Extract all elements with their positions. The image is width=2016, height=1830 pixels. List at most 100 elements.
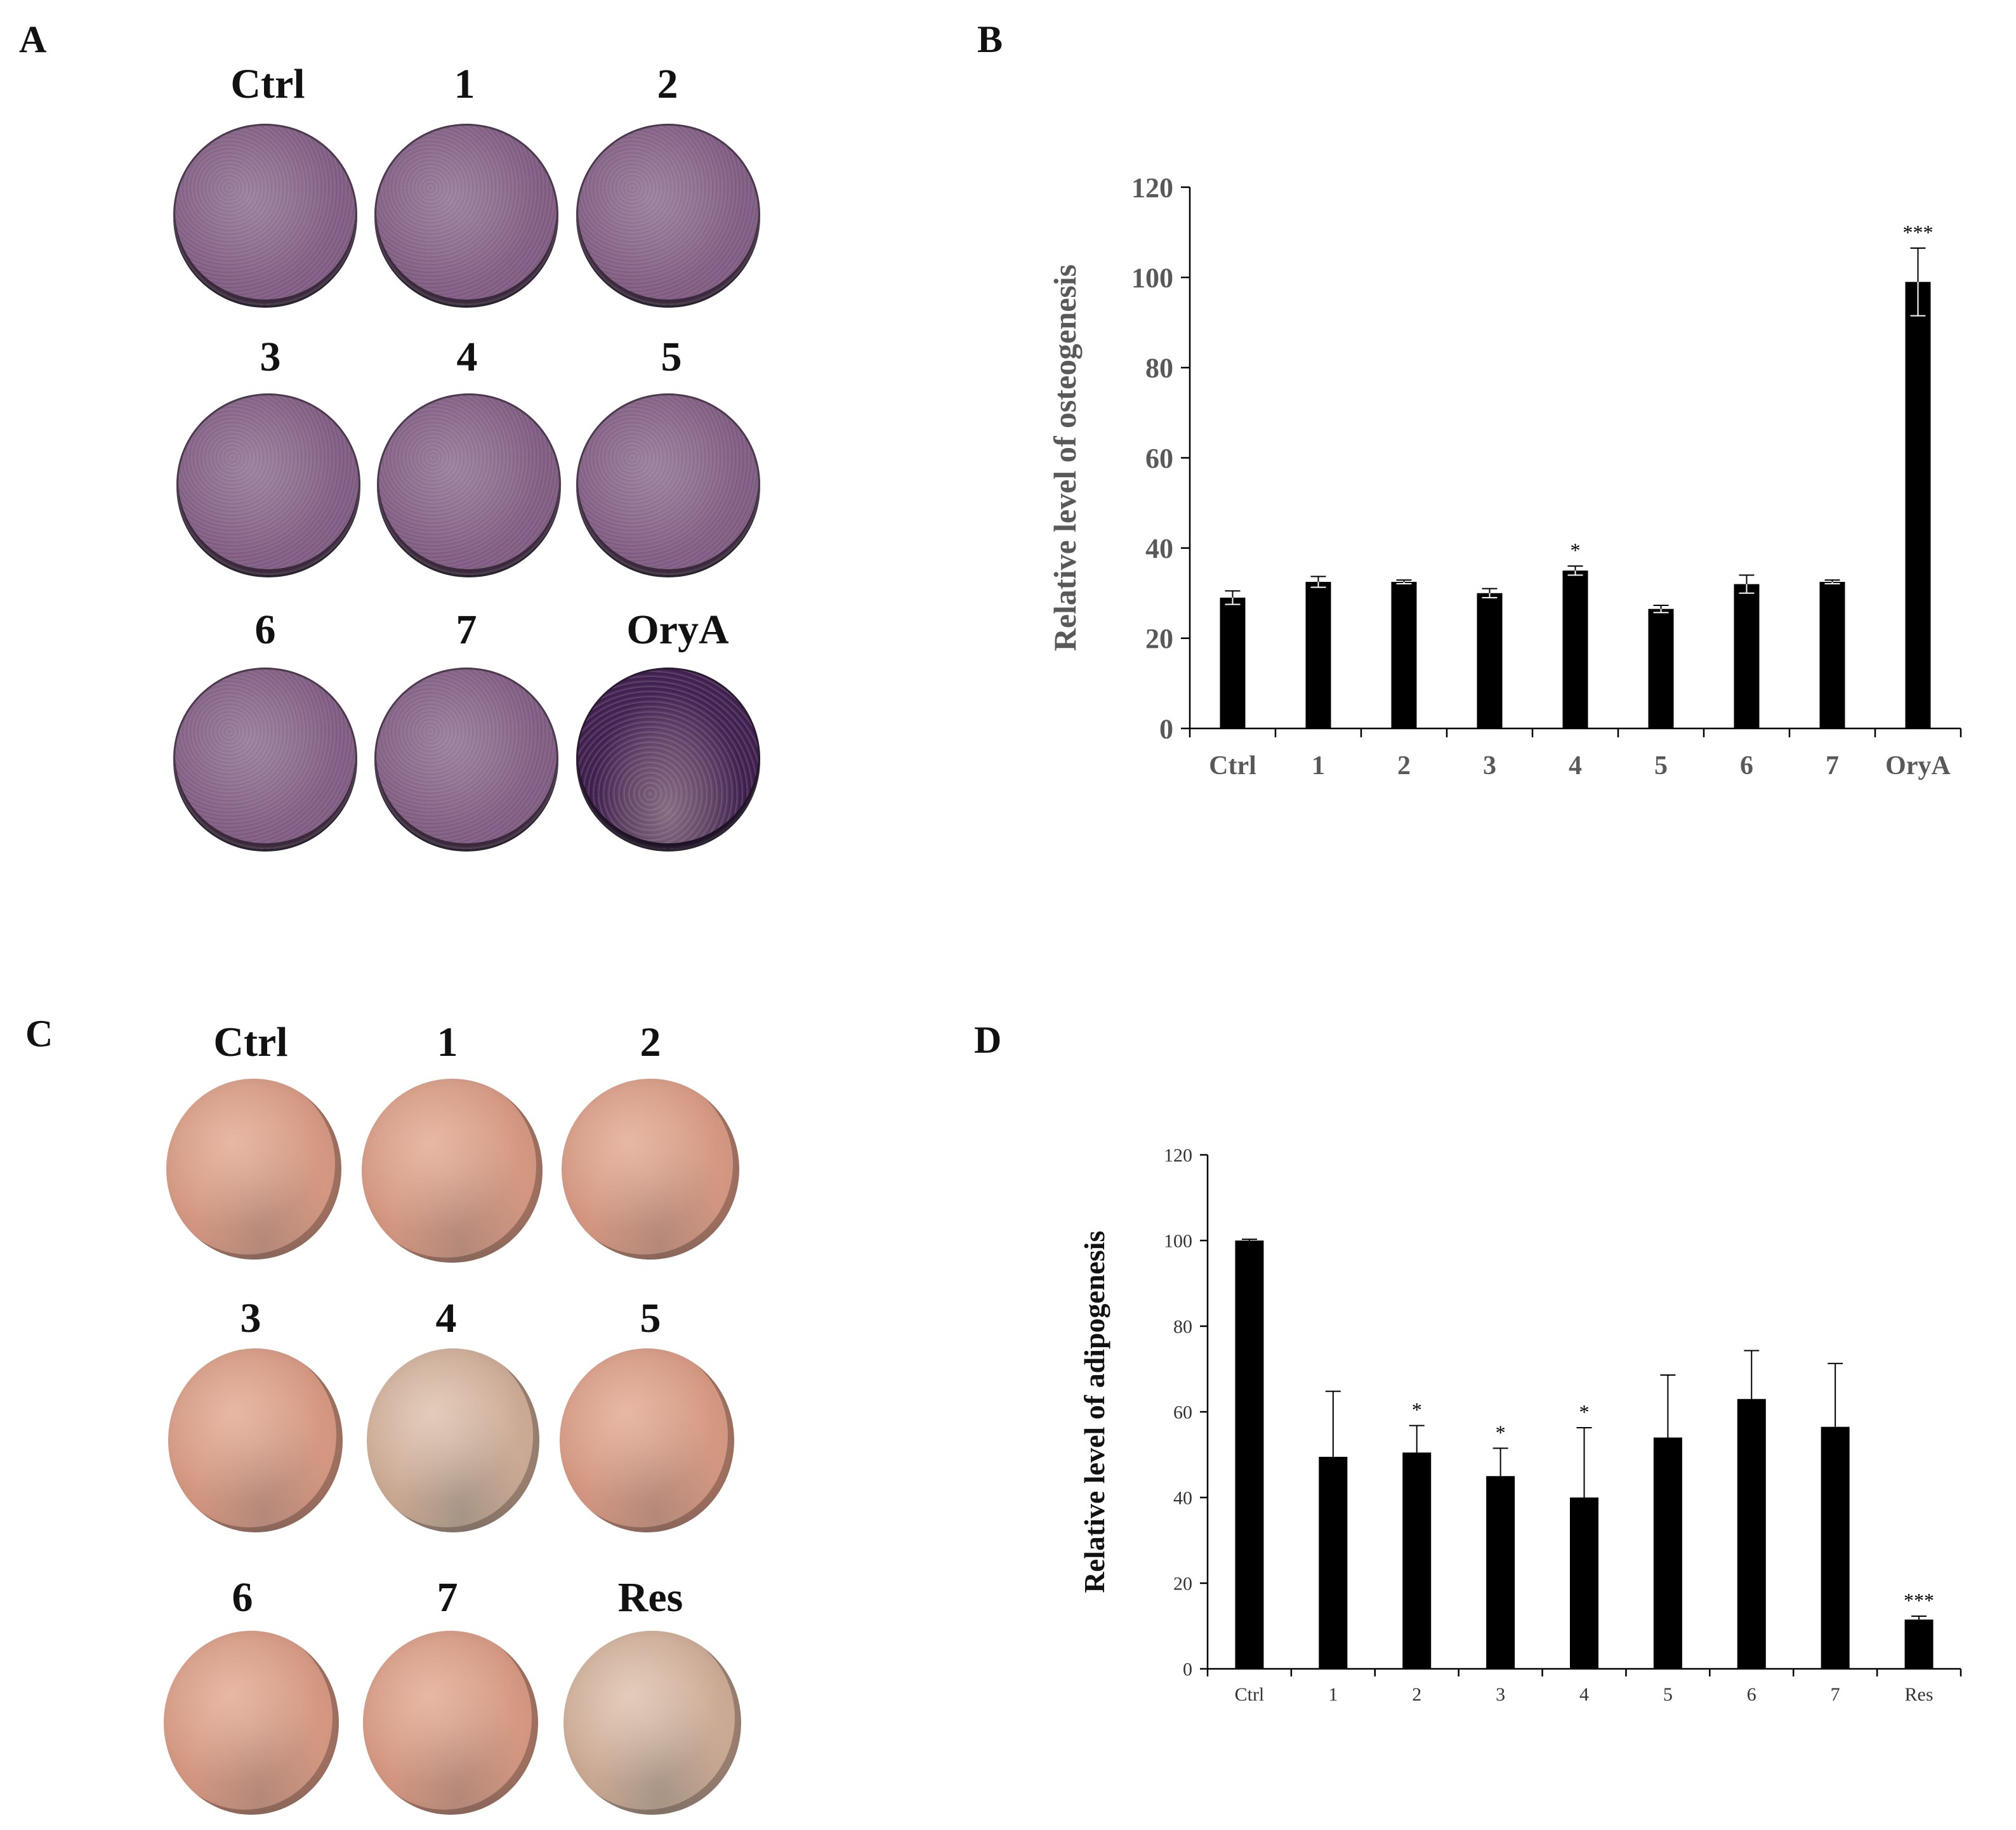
osteo-x-tick-label: 2	[1397, 751, 1411, 780]
osteo-bar-ctrl	[1220, 597, 1246, 728]
osteo-bar-1	[1305, 581, 1331, 728]
osteo-y-axis-title: Relative level of osteogenesis	[1047, 265, 1083, 652]
well-image-a-1	[374, 124, 558, 305]
well-label-c-1: 1	[437, 1019, 458, 1065]
well-label-c-2: 2	[640, 1019, 661, 1065]
well-label-a-5: 5	[661, 334, 682, 380]
panel-letter-c: C	[25, 1013, 53, 1055]
osteo-bar-4	[1562, 570, 1588, 728]
osteo-y-tick-label: 0	[1159, 713, 1173, 744]
well-image-c-1	[362, 1079, 543, 1263]
well-label-c-5: 5	[640, 1295, 661, 1341]
adipo-y-axis-title: Relative level of adipogenesis	[1078, 1230, 1110, 1593]
adipo-bar-3	[1486, 1476, 1515, 1669]
adipo-x-tick-label: 4	[1579, 1684, 1589, 1705]
adipo-y-tick-label: 20	[1173, 1574, 1192, 1595]
well-image-a-6	[173, 668, 357, 849]
well-image-a-7	[374, 668, 558, 849]
adipo-bar-1	[1319, 1456, 1348, 1669]
well-image-c-res	[563, 1631, 741, 1815]
osteo-x-tick-label: OryA	[1885, 751, 1951, 780]
well-label-a-2: 2	[657, 61, 678, 107]
well-label-c-ctrl: Ctrl	[213, 1019, 288, 1065]
osteo-y-tick-label: 120	[1131, 172, 1173, 203]
well-image-a-5	[576, 393, 760, 575]
well-image-c-ctrl	[166, 1079, 341, 1260]
adipo-y-tick-label: 120	[1164, 1145, 1192, 1166]
osteo-y-tick-label: 60	[1145, 443, 1173, 474]
osteo-y-tick-label: 40	[1145, 533, 1173, 564]
well-image-c-7	[363, 1631, 538, 1815]
well-label-c-3: 3	[240, 1295, 261, 1341]
adipo-significance-marker: *	[1412, 1399, 1422, 1421]
well-image-a-2	[576, 124, 760, 305]
well-image-c-3	[168, 1348, 343, 1532]
well-image-a-3	[176, 393, 360, 575]
osteo-bar-7	[1819, 581, 1845, 728]
adipo-bar-7	[1821, 1426, 1850, 1669]
adipo-y-tick-label: 80	[1173, 1317, 1192, 1338]
osteo-y-tick-label: 80	[1145, 353, 1173, 384]
well-image-c-4	[367, 1348, 539, 1532]
adipo-bar-res	[1904, 1619, 1934, 1669]
osteo-y-tick-label: 20	[1145, 623, 1173, 654]
adipo-bar-2	[1402, 1452, 1432, 1669]
osteo-y-tick-label: 100	[1131, 263, 1173, 294]
panel-letter-a: A	[19, 18, 47, 60]
adipo-y-tick-label: 0	[1183, 1659, 1192, 1680]
adipo-bar-6	[1737, 1399, 1766, 1669]
well-label-c-7: 7	[437, 1574, 458, 1621]
osteo-x-tick-label: Ctrl	[1209, 751, 1256, 780]
adipo-x-tick-label: 1	[1328, 1684, 1338, 1705]
adipo-x-tick-label: 6	[1747, 1684, 1756, 1705]
adipo-x-tick-label: 3	[1496, 1684, 1505, 1705]
well-image-a-4	[377, 393, 561, 575]
well-label-a-3: 3	[260, 334, 281, 380]
osteo-x-tick-label: 1	[1312, 751, 1325, 780]
well-image-c-6	[164, 1631, 339, 1815]
osteo-bar-5	[1648, 609, 1674, 728]
osteo-x-tick-label: 4	[1569, 751, 1582, 780]
well-label-c-4: 4	[435, 1295, 457, 1341]
adipo-x-tick-label: 5	[1663, 1684, 1673, 1705]
well-label-c-6: 6	[232, 1574, 253, 1621]
osteo-bar-3	[1477, 593, 1503, 728]
well-image-a-ctrl	[173, 124, 357, 305]
osteo-bar-orya	[1905, 282, 1931, 728]
well-label-a-6: 6	[254, 607, 276, 653]
well-label-a-4: 4	[456, 334, 478, 380]
adipo-significance-marker: ***	[1904, 1589, 1934, 1612]
osteo-x-tick-label: 6	[1740, 751, 1753, 780]
adipo-bar-4	[1570, 1498, 1598, 1669]
panel-letter-d: D	[974, 1019, 1002, 1061]
osteogenesis-bar-chart: 0 20 40 60 80 100 120 Ctrl 1 2 3 * 4 5 6 7 *** OryA Relati…	[1047, 172, 1962, 780]
well-label-a-1: 1	[454, 61, 475, 107]
adipogenesis-bar-chart: 0 20 40 60 80 100 120 Ctrl 1 * 2 * 3 * 4 5 6 7 *** Res Relat…	[1078, 1145, 1962, 1705]
adipo-significance-marker: *	[1496, 1421, 1506, 1444]
well-label-a-7: 7	[456, 607, 477, 653]
osteo-x-tick-label: 5	[1654, 751, 1668, 780]
well-image-a-orya	[576, 668, 760, 849]
osteo-bar-2	[1391, 581, 1417, 728]
adipo-significance-marker: *	[1579, 1400, 1590, 1423]
adipo-x-tick-label: Res	[1905, 1684, 1934, 1705]
osteo-significance-marker: ***	[1903, 221, 1934, 244]
osteo-x-tick-label: 7	[1826, 751, 1839, 780]
adipo-x-tick-label: Ctrl	[1235, 1684, 1265, 1705]
well-label-c-res: Res	[617, 1574, 683, 1621]
adipo-x-tick-label: 2	[1412, 1684, 1421, 1705]
well-image-c-2	[562, 1079, 739, 1260]
adipo-y-tick-label: 100	[1164, 1231, 1192, 1252]
well-image-c-5	[560, 1348, 734, 1532]
osteo-x-tick-label: 3	[1483, 751, 1496, 780]
panel-letter-b: B	[977, 18, 1003, 60]
osteo-significance-marker: *	[1571, 539, 1581, 562]
adipo-y-tick-label: 60	[1173, 1402, 1192, 1423]
well-label-a-ctrl: Ctrl	[230, 61, 305, 107]
osteo-bar-6	[1734, 584, 1760, 728]
adipo-bar-ctrl	[1235, 1241, 1264, 1669]
adipo-x-tick-label: 7	[1831, 1684, 1840, 1705]
adipo-bar-5	[1653, 1437, 1682, 1669]
adipo-y-tick-label: 40	[1173, 1488, 1192, 1509]
well-label-a-orya: OryA	[626, 607, 729, 653]
